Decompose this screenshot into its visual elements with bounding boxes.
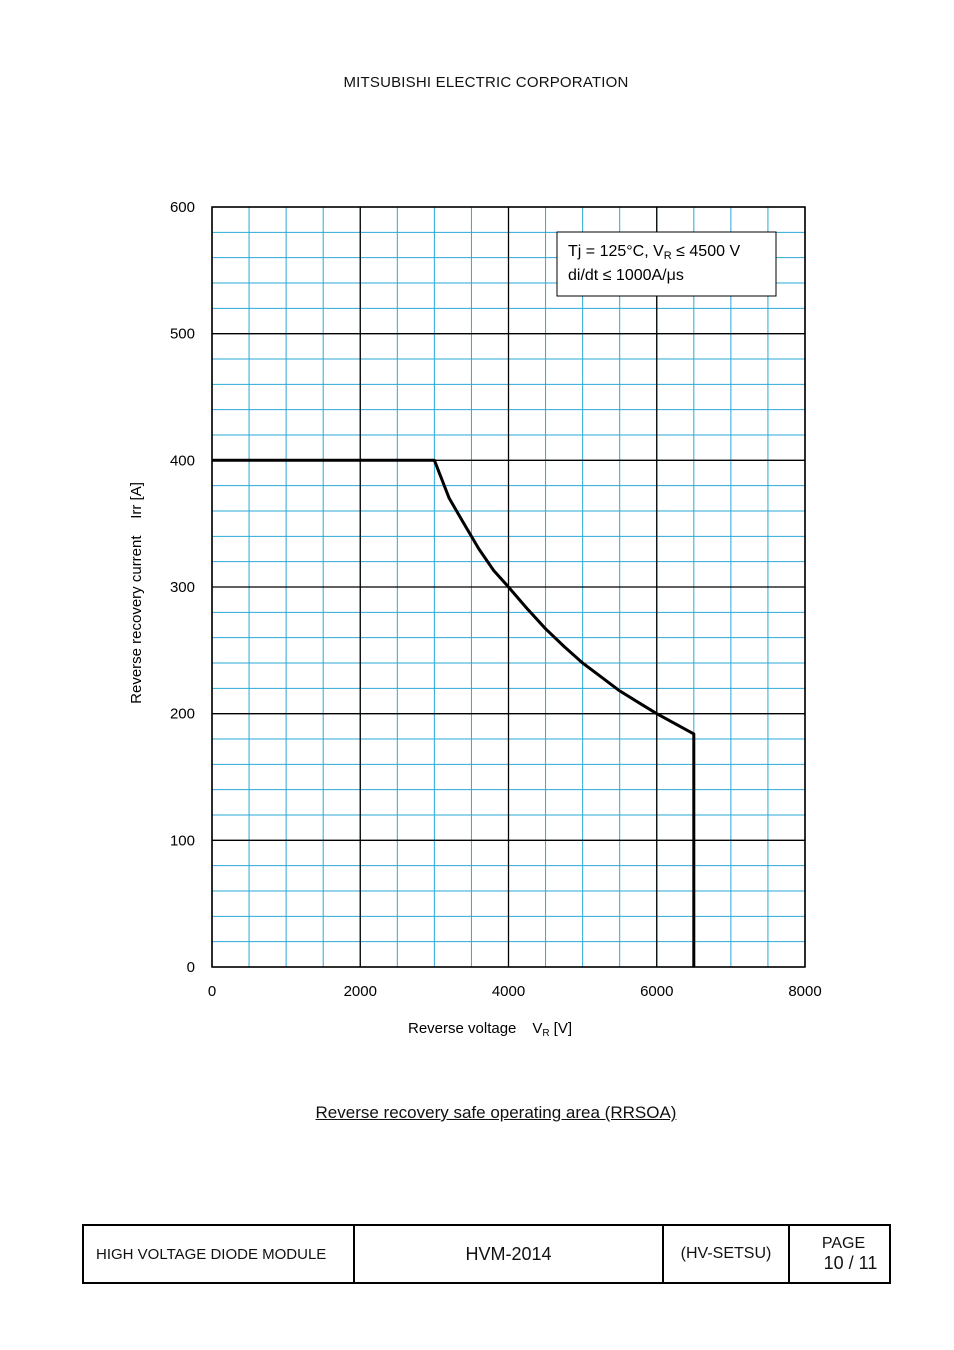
rrsoa-boundary-line <box>212 458 696 967</box>
y-tick-label: 400 <box>170 452 195 469</box>
y-tick-label: 300 <box>170 579 195 596</box>
annotation-line1-subscript: R <box>664 250 672 262</box>
x-tick-label: 8000 <box>788 983 821 1000</box>
model-number: HVM-2014 <box>355 1226 664 1282</box>
svg-text:Tj = 125°C, VR ≤ 4500 V: Tj = 125°C, VR ≤ 4500 V <box>568 243 740 262</box>
page-label: PAGE <box>821 1235 866 1252</box>
y-tick-label: 200 <box>170 706 195 723</box>
x-axis-label: Reverse voltage <box>408 1020 516 1037</box>
annotation-line1-prefix: Tj = 125°C, V <box>568 243 664 260</box>
y-tick-label: 0 <box>187 959 195 976</box>
x-tick-label: 4000 <box>492 983 525 1000</box>
chart-caption: Reverse recovery safe operating area (RR… <box>315 1103 677 1122</box>
x-axis-subscript: R <box>542 1028 549 1039</box>
product-name: HIGH VOLTAGE DIODE MODULE <box>84 1226 355 1282</box>
y-tick-label: 100 <box>170 832 195 849</box>
y-axis-label: Reverse recovery current Irr [A] <box>128 482 145 704</box>
footer-table: HIGH VOLTAGE DIODE MODULE HVM-2014 (HV-S… <box>82 1224 891 1284</box>
rrsoa-chart: 0 2000 4000 6000 8000 0 100 200 300 400 500 600 Tj … <box>128 199 822 1039</box>
x-tick-label: 0 <box>208 983 216 1000</box>
document-code: (HV-SETSU) <box>664 1226 790 1282</box>
annotation-line1-suffix: ≤ 4500 V <box>672 243 741 260</box>
tick-labels: 0 2000 4000 6000 8000 0 100 200 300 400 500 600 <box>170 199 822 1000</box>
annotation-line2: di/dt ≤ 1000A/μs <box>568 267 684 284</box>
company-name: MITSUBISHI ELECTRIC CORPORATION <box>343 74 629 91</box>
x-axis-unit: [V] <box>554 1020 572 1037</box>
x-tick-label: 2000 <box>344 983 377 1000</box>
page-number: 10 / 11 <box>823 1253 878 1273</box>
y-tick-label: 600 <box>170 199 195 216</box>
annotation-box: Tj = 125°C, VR ≤ 4500 V di/dt ≤ 1000A/μs <box>556 231 777 297</box>
series-layer <box>212 458 696 967</box>
plot-frame <box>211 206 806 968</box>
x-axis-symbol: V <box>532 1020 542 1037</box>
x-tick-label: 6000 <box>640 983 673 1000</box>
page-cell: PAGE 10 / 11 <box>790 1226 889 1282</box>
y-tick-label: 500 <box>170 326 195 343</box>
